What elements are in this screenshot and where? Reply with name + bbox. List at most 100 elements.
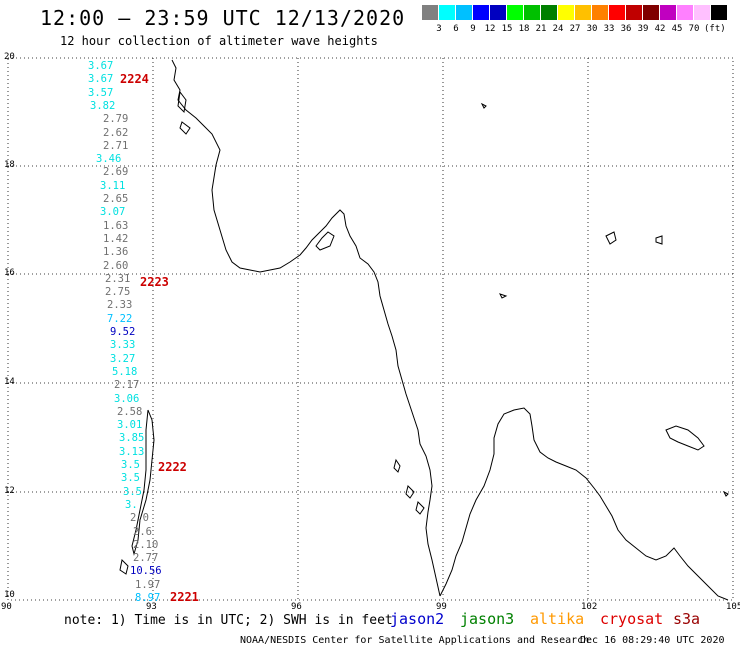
latitude-label: 20 bbox=[4, 52, 15, 62]
track-value: 1.97 bbox=[135, 578, 161, 591]
scale-swatch bbox=[643, 5, 659, 20]
footer-note: note: 1) Time is in UTC; 2) SWH is in fe… bbox=[64, 613, 393, 628]
longitude-label: 102 bbox=[581, 602, 598, 612]
longitude-label: 96 bbox=[291, 602, 302, 612]
scale-tick-label: 70 bbox=[688, 24, 700, 34]
latitude-label: 14 bbox=[4, 377, 15, 387]
legend-altika: altika bbox=[530, 610, 585, 628]
track-value: 3.01 bbox=[117, 419, 143, 432]
scale-tick-label: 27 bbox=[569, 24, 581, 34]
track-value: 3.06 bbox=[114, 392, 140, 405]
scale-tick-label: 42 bbox=[654, 24, 666, 34]
scale-tick-label: 3 bbox=[436, 24, 442, 34]
longitude-label: 93 bbox=[146, 602, 157, 612]
scale-tick-label: 18 bbox=[518, 24, 530, 34]
legend-s3a: s3a bbox=[673, 610, 701, 628]
scale-tick-label: 6 bbox=[453, 24, 459, 34]
track-value: 2.31 bbox=[105, 272, 131, 285]
scale-swatch bbox=[456, 5, 472, 20]
scale-swatch bbox=[439, 5, 455, 20]
longitude-label: 105 bbox=[726, 602, 740, 612]
scale-swatch bbox=[660, 5, 676, 20]
track-value: 3.82 bbox=[90, 99, 116, 112]
track-value: 2.58 bbox=[117, 405, 143, 418]
track-value: 1.63 bbox=[103, 219, 129, 232]
pass-label: 2222 bbox=[158, 460, 187, 474]
map-gridlines bbox=[8, 58, 733, 600]
track-value: 1.36 bbox=[103, 246, 129, 259]
track-value: 3.85 bbox=[119, 432, 145, 445]
scale-swatch bbox=[541, 5, 557, 20]
scale-swatch bbox=[507, 5, 523, 20]
track-value: 2.65 bbox=[103, 193, 129, 205]
page-title: 12:00 – 23:59 UTC 12/13/2020 bbox=[40, 6, 406, 30]
track-value: 2.77 bbox=[133, 552, 159, 565]
track-value: 3.27 bbox=[110, 352, 136, 365]
credit-text: NOAA/NESDIS Center for Satellite Applica… bbox=[240, 635, 590, 646]
scale-tick-label: 39 bbox=[637, 24, 649, 34]
scale-swatch bbox=[490, 5, 506, 20]
track-value: 7.22 bbox=[107, 312, 133, 325]
track-value: 3.67 bbox=[88, 73, 114, 86]
track-value: 2.75 bbox=[105, 286, 131, 299]
track-value: 2.10 bbox=[133, 538, 159, 551]
scale-swatch bbox=[524, 5, 540, 20]
track-value: 3.5 bbox=[121, 472, 140, 485]
legend-cryosat: cryosat bbox=[600, 610, 664, 628]
longitude-label: 90 bbox=[1, 602, 12, 612]
scale-tick-label: 30 bbox=[586, 24, 598, 34]
track-value: 3.67 bbox=[88, 60, 114, 72]
track-value: 5.18 bbox=[112, 365, 138, 378]
scale-tick-label: 21 bbox=[535, 24, 547, 34]
track-value: 3. bbox=[125, 498, 138, 511]
track-value: 3.07 bbox=[100, 206, 126, 219]
scale-swatch bbox=[609, 5, 625, 20]
pass-label: 2221 bbox=[170, 590, 199, 604]
track-value: 9.52 bbox=[110, 326, 136, 338]
track-value: 2.17 bbox=[114, 379, 140, 392]
scale-swatch bbox=[473, 5, 489, 20]
scale-swatch bbox=[592, 5, 608, 20]
track-value: 3.33 bbox=[110, 339, 136, 352]
legend-jason2: jason2 bbox=[390, 610, 445, 628]
pass-label: 2223 bbox=[140, 275, 169, 289]
track-value: 8.97 bbox=[135, 592, 161, 604]
track-value: 2.0 bbox=[130, 512, 149, 525]
scale-tick-label: 9 bbox=[470, 24, 476, 34]
scale-swatch bbox=[626, 5, 642, 20]
latitude-label: 18 bbox=[4, 160, 15, 170]
track-value: 2.6 bbox=[133, 525, 152, 538]
timestamp: Dec 16 08:29:40 UTC 2020 bbox=[580, 635, 725, 646]
track-value: 2.60 bbox=[103, 259, 129, 272]
track-value: 2.62 bbox=[103, 126, 129, 139]
coastline bbox=[119, 59, 729, 601]
latitude-label: 16 bbox=[4, 268, 15, 278]
scale-swatch bbox=[575, 5, 591, 20]
scale-swatch bbox=[422, 5, 438, 20]
map-frame bbox=[7, 57, 734, 601]
longitude-label: 99 bbox=[436, 602, 447, 612]
scale-swatch bbox=[558, 5, 574, 20]
track-value: 3.46 bbox=[96, 153, 122, 166]
track-value: 3.5 bbox=[121, 459, 140, 471]
track-value: 1.42 bbox=[103, 232, 129, 245]
scale-tick-label: 12 bbox=[484, 24, 496, 34]
track-value: 3.57 bbox=[88, 86, 114, 99]
scale-tick-label: 33 bbox=[603, 24, 615, 34]
scale-swatch bbox=[711, 5, 727, 20]
track-value: 2.69 bbox=[103, 166, 129, 179]
track-value: 3.5 bbox=[123, 485, 142, 498]
legend-jason3: jason3 bbox=[460, 610, 515, 628]
track-value: 2.33 bbox=[107, 299, 133, 312]
latitude-label: 12 bbox=[4, 486, 15, 496]
latitude-label: 10 bbox=[4, 590, 15, 600]
track-value: 3.11 bbox=[100, 179, 126, 192]
scale-swatch bbox=[694, 5, 710, 20]
pass-label: 2224 bbox=[120, 72, 149, 86]
page-subtitle: 12 hour collection of altimeter wave hei… bbox=[60, 34, 378, 48]
track-value: 10.56 bbox=[130, 565, 162, 578]
track-value: 2.71 bbox=[103, 139, 129, 152]
track-value: 3.13 bbox=[119, 445, 145, 458]
scale-tick-label: 15 bbox=[501, 24, 513, 34]
